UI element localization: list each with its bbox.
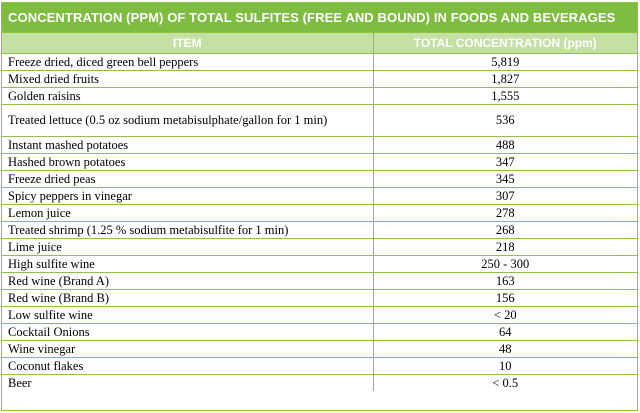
concentration-cell: 536 bbox=[373, 104, 637, 137]
concentration-cell: 48 bbox=[373, 340, 637, 358]
item-cell: Treated shrimp (1.25 % sodium metabisulf… bbox=[2, 221, 374, 239]
table-row: Treated shrimp (1.25 % sodium metabisulf… bbox=[2, 221, 637, 239]
table-row: High sulfite wine 250 - 300 bbox=[2, 255, 637, 273]
item-cell: Lemon juice bbox=[2, 204, 374, 222]
item-cell: Lime juice bbox=[2, 238, 374, 256]
item-cell: Beer bbox=[2, 374, 374, 391]
concentration-cell: 1,827 bbox=[373, 70, 637, 88]
concentration-cell: 163 bbox=[373, 272, 637, 290]
table-row: Low sulfite wine < 20 bbox=[2, 306, 637, 324]
table-row: Freeze dried, diced green bell peppers 5,… bbox=[2, 53, 637, 71]
sulfites-table: ITEM TOTAL CONCENTRATION (ppm) Freeze dr… bbox=[2, 32, 637, 391]
concentration-cell: 10 bbox=[373, 357, 637, 375]
concentration-cell: 345 bbox=[373, 170, 637, 188]
table-row: Treated lettuce (0.5 oz sodium metabisul… bbox=[2, 104, 637, 137]
concentration-cell: 347 bbox=[373, 153, 637, 171]
item-cell: Mixed dried fruits bbox=[2, 70, 374, 88]
table-row: Wine vinegar 48 bbox=[2, 340, 637, 358]
item-cell: Red wine (Brand A) bbox=[2, 272, 374, 290]
column-header-item: ITEM bbox=[2, 32, 374, 54]
concentration-cell: 268 bbox=[373, 221, 637, 239]
column-header-concentration: TOTAL CONCENTRATION (ppm) bbox=[373, 32, 637, 54]
table-row: Lemon juice 278 bbox=[2, 204, 637, 222]
item-cell: Spicy peppers in vinegar bbox=[2, 187, 374, 205]
table-row: Mixed dried fruits 1,827 bbox=[2, 70, 637, 88]
concentration-cell: 218 bbox=[373, 238, 637, 256]
table-row: Hashed brown potatoes 347 bbox=[2, 153, 637, 171]
item-cell: Treated lettuce (0.5 oz sodium metabisul… bbox=[2, 104, 374, 137]
concentration-cell: 5,819 bbox=[373, 53, 637, 71]
concentration-cell: 250 - 300 bbox=[373, 255, 637, 273]
table-row: Coconut flakes 10 bbox=[2, 357, 637, 375]
item-cell: Red wine (Brand B) bbox=[2, 289, 374, 307]
item-cell: Golden raisins bbox=[2, 87, 374, 105]
concentration-cell: 278 bbox=[373, 204, 637, 222]
item-cell: Hashed brown potatoes bbox=[2, 153, 374, 171]
table-row: Lime juice 218 bbox=[2, 238, 637, 256]
concentration-cell: 488 bbox=[373, 136, 637, 154]
table-title: CONCENTRATION (PPM) OF TOTAL SULFITES (F… bbox=[2, 3, 637, 32]
table-row: Beer < 0.5 bbox=[2, 374, 637, 391]
concentration-cell: 1,555 bbox=[373, 87, 637, 105]
item-cell: Freeze dried, diced green bell peppers bbox=[2, 53, 374, 71]
concentration-cell: 156 bbox=[373, 289, 637, 307]
table-row: Red wine (Brand B) 156 bbox=[2, 289, 637, 307]
item-cell: High sulfite wine bbox=[2, 255, 374, 273]
item-cell: Low sulfite wine bbox=[2, 306, 374, 324]
table-row: Golden raisins 1,555 bbox=[2, 87, 637, 105]
table-row: Freeze dried peas 345 bbox=[2, 170, 637, 188]
concentration-cell: 307 bbox=[373, 187, 637, 205]
item-cell: Freeze dried peas bbox=[2, 170, 374, 188]
concentration-cell: < 0.5 bbox=[492, 375, 519, 390]
item-cell: Coconut flakes bbox=[2, 357, 374, 375]
item-cell: Wine vinegar bbox=[2, 340, 374, 358]
header-row: ITEM TOTAL CONCENTRATION (ppm) bbox=[2, 32, 637, 54]
concentration-cell: 64 bbox=[373, 323, 637, 341]
table-row: Instant mashed potatoes 488 bbox=[2, 136, 637, 154]
concentration-cell: < 20 bbox=[373, 306, 637, 324]
table-row: Spicy peppers in vinegar 307 bbox=[2, 187, 637, 205]
table-row: Red wine (Brand A) 163 bbox=[2, 272, 637, 290]
table-row: Cocktail Onions 64 bbox=[2, 323, 637, 341]
item-cell: Cocktail Onions bbox=[2, 323, 374, 341]
item-cell: Instant mashed potatoes bbox=[2, 136, 374, 154]
